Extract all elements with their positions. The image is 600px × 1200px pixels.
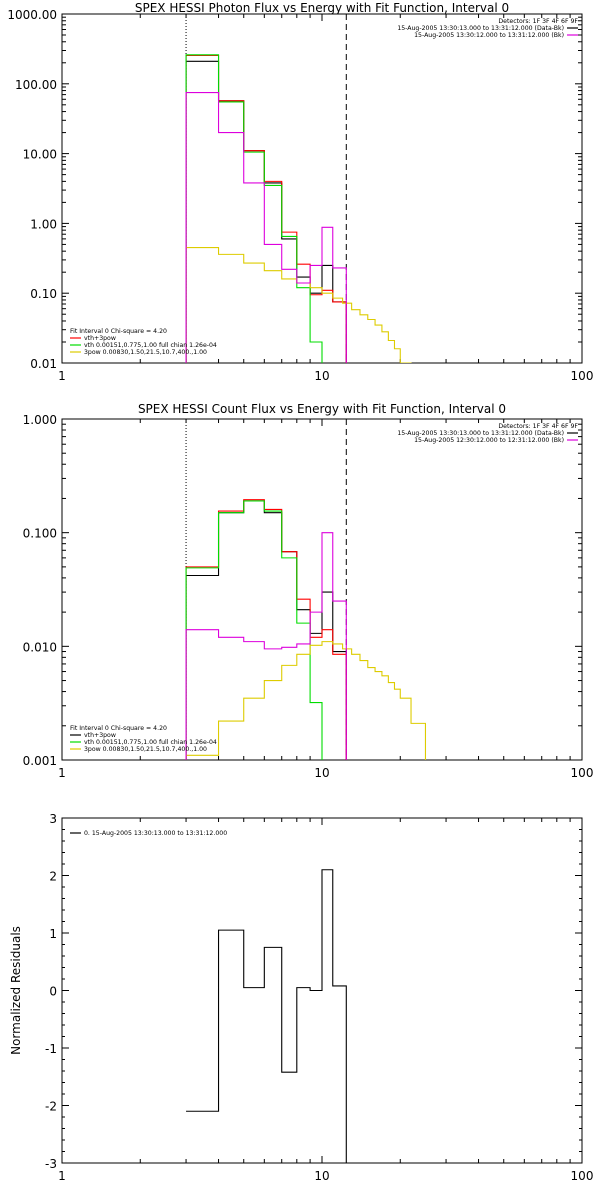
y-tick-label: 0.010 — [23, 640, 57, 654]
series-line-vth-3pow — [185, 54, 347, 363]
series-line-vth-3pow — [185, 499, 347, 760]
y-tick-label: -2 — [45, 1100, 57, 1114]
x-tick-label: 10 — [314, 369, 329, 383]
x-tick-label: 1 — [58, 369, 66, 383]
legend-entry: 0. 15-Aug-2005 13:30:13.000 to 13:31:12.… — [84, 830, 227, 837]
y-tick-label: 10.00 — [23, 148, 57, 162]
series-group — [185, 54, 412, 363]
y-axis-label: Normalized Residuals — [9, 926, 23, 1055]
y-tick-label: 100.00 — [15, 78, 57, 92]
x-tick-label: 1 — [58, 1169, 66, 1183]
header-line: 15-Aug-2005 13:30:12.000 to 13:31:12.000… — [414, 32, 564, 39]
series-line-bk — [185, 532, 347, 760]
plot-frame — [61, 13, 583, 364]
y-tick-label: -1 — [45, 1042, 57, 1056]
series-line-3pow — [185, 641, 427, 760]
y-tick-label: 2 — [49, 870, 57, 884]
header-line: Detectors: 1F 3F 4F 6F 9F — [498, 423, 578, 430]
y-tick-label: 0 — [49, 985, 57, 999]
y-tick-label: 0.001 — [23, 754, 57, 768]
header-line: 15-Aug-2005 12:30:12.000 to 12:31:12.000… — [414, 437, 564, 444]
legend-entry: 3pow 0.00830,1.50,21.5,10.7,400.,1.00 — [84, 349, 207, 356]
header-line: 15-Aug-2005 13:30:13.000 to 13:31:12.000… — [397, 430, 564, 437]
y-tick-label: 1 — [49, 927, 57, 941]
legend-entry: vth+3pow — [84, 335, 116, 342]
y-tick-label: 0.10 — [30, 287, 57, 301]
series-group — [185, 499, 427, 760]
y-tick-label: 1.00 — [30, 217, 57, 231]
y-tick-label: 1.000 — [23, 413, 57, 427]
legend-entry: 3pow 0.00830,1.50,21.5,10.7,400.,1.00 — [84, 746, 207, 753]
series-line-vth — [185, 500, 323, 760]
chart-panel-0: SPEX HESSI Photon Flux vs Energy with Fi… — [7, 1, 593, 383]
legend-entry: vth 0.00151,0.775,1.00 full chian 1.26e-… — [84, 739, 217, 746]
chart-title: SPEX HESSI Photon Flux vs Energy with Fi… — [135, 1, 509, 15]
y-tick-label: 0.01 — [30, 357, 57, 371]
legend-entry: vth 0.00151,0.775,1.00 full chian 1.26e-… — [84, 342, 217, 349]
series-group — [186, 869, 347, 1163]
series-line-data — [185, 60, 347, 363]
header-line: 15-Aug-2005 13:30:13.000 to 13:31:12.000… — [397, 25, 564, 32]
x-tick-label: 10 — [314, 766, 329, 780]
x-tick-label: 1 — [58, 766, 66, 780]
y-tick-label: 1000.00 — [7, 8, 57, 22]
legend-entry: Fit Interval 0 Chi-square = 4.20 — [70, 725, 167, 732]
y-tick-label: 0.100 — [23, 527, 57, 541]
series-line-0-15-aug-2005-13-30-13-000-to-13-31-12-000 — [186, 869, 347, 1163]
series-line-3pow — [185, 247, 412, 363]
chart-title: SPEX HESSI Count Flux vs Energy with Fit… — [138, 402, 506, 416]
y-tick-label: -3 — [45, 1157, 57, 1171]
header-line: Detectors: 1F 3F 4F 6F 9F — [498, 18, 578, 25]
y-tick-label: 3 — [49, 812, 57, 826]
legend-entry: Fit Interval 0 Chi-square = 4.20 — [70, 328, 167, 335]
series-line-vth — [185, 54, 323, 363]
chart-panel-2: 1 10 100 -3 -2 -1 0 1 2 3 Normalized Residuals 0. 1… — [9, 812, 593, 1183]
x-tick-label: 10 — [314, 1169, 329, 1183]
chart-panel-1: SPEX HESSI Count Flux vs Energy with Fit… — [23, 402, 594, 780]
x-tick-label: 100 — [571, 1169, 594, 1183]
x-tick-label: 100 — [571, 369, 594, 383]
x-tick-label: 100 — [571, 766, 594, 780]
series-line-bk — [185, 91, 347, 363]
legend-entry: vth+3pow — [84, 732, 116, 739]
